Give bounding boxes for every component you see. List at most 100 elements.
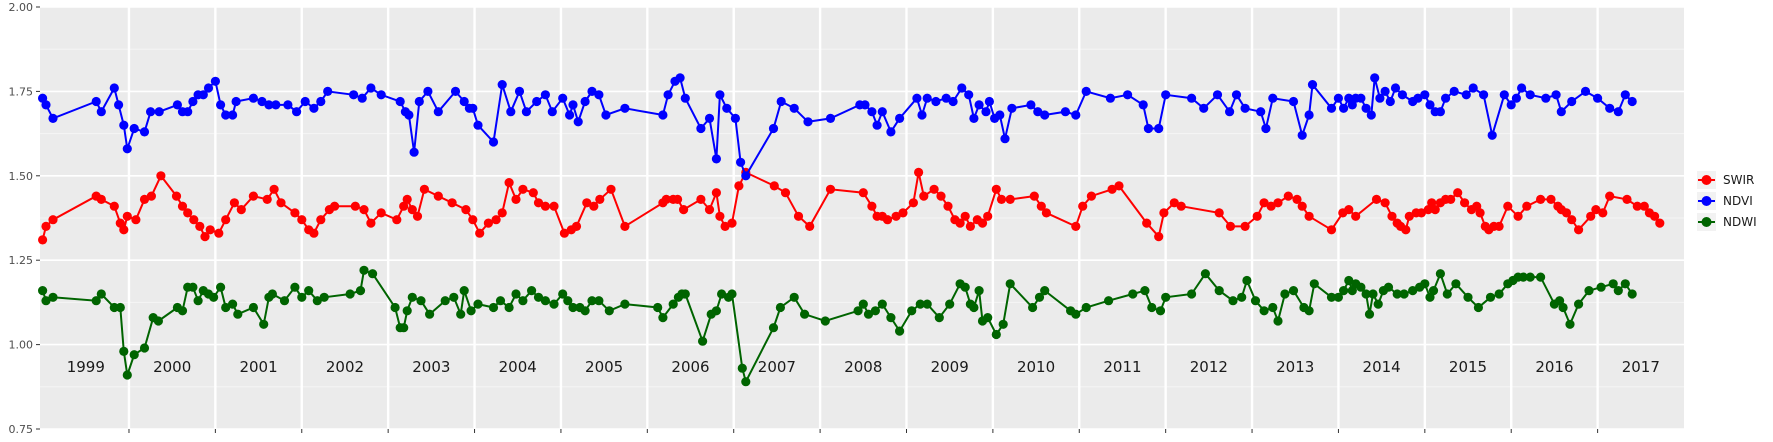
- year-label: 2005: [585, 358, 623, 376]
- data-point: [1292, 194, 1302, 204]
- data-point: [459, 96, 469, 107]
- data-point: [1034, 292, 1045, 302]
- data-point: [231, 96, 241, 107]
- data-point: [392, 215, 402, 225]
- data-point: [573, 117, 583, 127]
- data-point: [264, 100, 274, 110]
- data-point: [216, 282, 226, 292]
- data-point: [977, 218, 988, 228]
- data-point: [290, 208, 300, 218]
- data-point: [1187, 289, 1197, 299]
- data-point: [1392, 289, 1402, 299]
- data-point: [357, 93, 367, 103]
- data-point: [1333, 93, 1343, 103]
- data-point: [587, 86, 597, 96]
- data-point: [1273, 316, 1283, 326]
- data-point: [154, 107, 164, 117]
- data-point: [931, 96, 941, 107]
- data-point: [409, 147, 419, 157]
- data-point: [568, 302, 578, 313]
- data-point: [109, 83, 119, 93]
- data-point: [292, 107, 302, 117]
- data-point: [233, 309, 243, 319]
- data-point: [711, 306, 722, 316]
- data-point: [1428, 286, 1439, 296]
- data-point: [461, 205, 471, 215]
- data-point: [696, 123, 706, 134]
- data-point: [1060, 107, 1070, 117]
- data-point: [1420, 279, 1430, 289]
- data-point: [741, 377, 751, 387]
- data-point: [800, 309, 810, 319]
- data-point: [540, 90, 551, 100]
- data-point: [1525, 90, 1535, 100]
- data-point: [1259, 198, 1269, 208]
- data-point: [668, 299, 678, 309]
- data-point: [1114, 181, 1124, 191]
- data-point: [922, 93, 932, 103]
- data-point: [789, 103, 799, 113]
- year-label: 2003: [412, 358, 450, 376]
- data-point: [473, 299, 483, 309]
- data-point: [1309, 279, 1319, 289]
- data-point: [1344, 205, 1354, 215]
- data-point: [1326, 225, 1337, 235]
- data-point: [1473, 302, 1483, 313]
- data-point: [1586, 211, 1596, 221]
- data-point: [1040, 110, 1050, 120]
- data-point: [1147, 302, 1157, 313]
- data-point: [912, 93, 922, 103]
- data-point: [1380, 198, 1390, 208]
- data-point: [248, 302, 258, 313]
- data-point: [983, 211, 993, 221]
- data-point: [1430, 205, 1440, 215]
- data-point: [122, 144, 132, 154]
- data-point: [1161, 292, 1171, 302]
- data-point: [1442, 289, 1452, 299]
- y-axis: 0.75 1.00 1.25 1.50 1.75 2.00: [9, 1, 1599, 436]
- data-point: [399, 323, 409, 333]
- data-point: [399, 201, 409, 211]
- year-label: 2000: [153, 358, 191, 376]
- data-point: [1375, 93, 1385, 103]
- data-point: [316, 215, 326, 225]
- data-point: [1250, 296, 1261, 306]
- legend-label: NDVI: [1723, 194, 1753, 208]
- data-point: [1086, 191, 1096, 201]
- data-point: [886, 127, 896, 137]
- data-point: [177, 201, 188, 211]
- year-label: 2006: [671, 358, 709, 376]
- data-point: [1225, 107, 1235, 117]
- data-point: [297, 215, 307, 225]
- data-point: [1605, 191, 1615, 201]
- data-point: [459, 286, 469, 296]
- year-labels: 1999 2000 2001 2002 2003 2004 2005 2006 2007 2008…: [67, 358, 1660, 376]
- data-point: [491, 215, 501, 225]
- year-label: 2017: [1622, 358, 1660, 376]
- year-label: 2004: [499, 358, 537, 376]
- data-point: [221, 302, 231, 313]
- data-point: [1370, 73, 1380, 83]
- data-point: [680, 93, 690, 103]
- data-point: [248, 93, 258, 103]
- data-point: [1408, 286, 1418, 296]
- data-point: [934, 313, 944, 323]
- data-point: [221, 215, 231, 225]
- data-point: [1613, 286, 1623, 296]
- data-point: [257, 96, 267, 107]
- data-point: [279, 296, 290, 306]
- data-point: [898, 208, 908, 218]
- data-point: [1252, 211, 1262, 221]
- data-point: [1366, 110, 1376, 120]
- data-point: [488, 137, 499, 147]
- data-point: [139, 194, 150, 204]
- data-point: [1361, 103, 1371, 113]
- data-point: [495, 296, 506, 306]
- year-label: 2007: [758, 358, 796, 376]
- data-point: [1536, 272, 1546, 282]
- data-point: [908, 198, 919, 208]
- data-point: [891, 211, 901, 221]
- data-point: [297, 292, 307, 302]
- data-point: [1546, 194, 1556, 204]
- data-point: [825, 113, 836, 123]
